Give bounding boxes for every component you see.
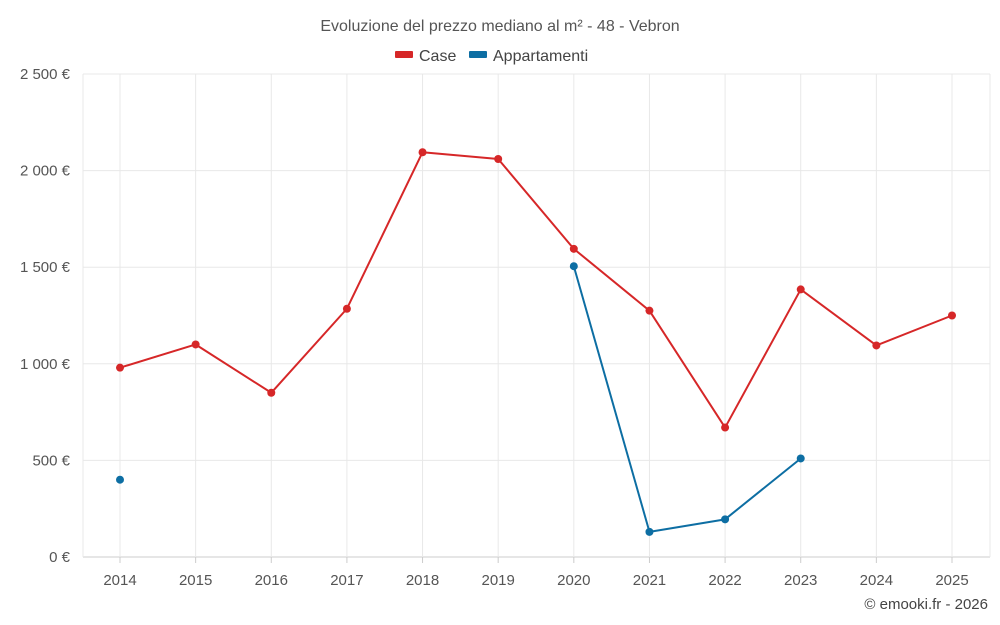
data-point-appartamenti[interactable] [645,527,654,536]
grid [82,73,991,558]
data-point-case[interactable] [948,311,956,320]
y-tick-label: 500 € [32,452,70,469]
data-point-appartamenti[interactable] [569,262,578,271]
y-tick-label: 1 500 € [20,259,71,276]
credit-text: © emooki.fr - 2026 [864,596,988,613]
data-point-case[interactable] [569,244,578,253]
x-tick-label: 2019 [481,572,514,589]
x-tick-label: 2020 [557,572,590,589]
data-point-case[interactable] [494,155,503,164]
series [116,148,956,536]
x-tick-label: 2016 [255,572,288,589]
x-tick-label: 2024 [860,572,893,589]
data-point-case[interactable] [116,363,124,372]
axes: 0 € 500 € 1 000 € 1 500 € 2 000 € 2 500 € 2014… [20,66,969,589]
data-point-case[interactable] [721,423,730,432]
x-tick-label: 2025 [935,572,968,589]
chart-title: Evoluzione del prezzo mediano al m² - 48… [320,18,679,35]
data-point-appartamenti[interactable] [116,475,124,484]
series-line-case [119,151,953,429]
x-tick-label: 2023 [784,572,817,589]
series-appartamenti [116,262,805,536]
x-tick-label: 2021 [633,572,666,589]
x-tick-label: 2018 [406,572,439,589]
y-tick-label: 0 € [49,549,71,566]
x-tick-label: 2017 [330,572,363,589]
x-tick-label: 2015 [179,572,212,589]
series-line-appartamenti [572,265,802,533]
legend-swatch-case [395,51,413,58]
data-point-case[interactable] [645,306,654,315]
data-point-case[interactable] [796,285,805,294]
legend-item-case[interactable]: Case [395,48,456,65]
data-point-case[interactable] [267,388,276,397]
data-point-appartamenti[interactable] [796,454,805,463]
y-tick-label: 2 500 € [20,66,71,83]
x-tick-label: 2014 [103,572,136,589]
legend-swatch-appartamenti [469,51,487,58]
legend: Case Appartamenti [395,48,588,65]
data-point-case[interactable] [872,341,881,350]
legend-label-case: Case [419,48,456,65]
series-case [116,148,956,432]
legend-label-appartamenti: Appartamenti [493,48,588,65]
x-tick-label: 2022 [708,572,741,589]
data-point-case[interactable] [191,340,200,349]
legend-item-appartamenti[interactable]: Appartamenti [469,48,588,65]
y-tick-label: 2 000 € [20,163,71,180]
y-tick-label: 1 000 € [20,356,71,373]
data-point-case[interactable] [342,304,351,313]
data-point-appartamenti[interactable] [721,515,730,524]
data-point-case[interactable] [418,148,427,157]
